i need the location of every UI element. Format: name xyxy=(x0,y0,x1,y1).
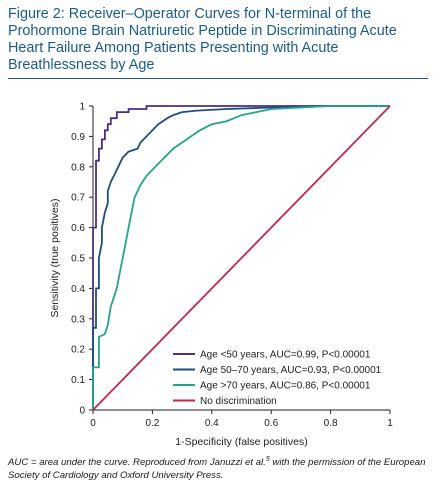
series-line-2 xyxy=(92,105,390,410)
series-line-3 xyxy=(92,105,391,411)
legend-label-1: Age 50–70 years, AUC=0.93, P<0.00001 xyxy=(200,365,382,376)
legend-label-2: Age >70 years, AUC=0.86, P<0.00001 xyxy=(200,381,371,392)
x-axis-label: 1-Specificity (false positives) xyxy=(175,436,307,448)
y-axis-label: Sensitivity (true positives) xyxy=(49,198,61,317)
y-tick-label: 0.7 xyxy=(71,193,85,204)
x-tick-label: 0.2 xyxy=(145,418,159,429)
series-line-0 xyxy=(92,105,390,410)
figure-title: Figure 2: Receiver–Operator Curves for N… xyxy=(8,6,397,73)
y-tick-label: 0 xyxy=(79,406,85,417)
legend-label-0: Age <50 years, AUC=0.99, P<0.00001 xyxy=(200,350,371,361)
axis-labels: 1-Specificity (false positives) Sensitivi… xyxy=(49,198,308,448)
y-tick-label: 0.1 xyxy=(71,375,85,386)
y-tick-label: 0.2 xyxy=(71,345,85,356)
x-tick-label: 0.4 xyxy=(205,418,219,429)
y-tick-label: 0.6 xyxy=(71,223,85,234)
caption-text-end: with the permission of the European Soci… xyxy=(8,457,426,482)
roc-chart: 0 0.1 0.2 0.3 0.4 0.5 0.6 0.7 0.8 0.9 1 0 0.2 0.4 0.6 0… xyxy=(49,102,393,449)
y-tick-label: 0.5 xyxy=(71,254,85,265)
x-tick-label: 0.6 xyxy=(264,418,278,429)
y-tick-label: 0.4 xyxy=(71,284,85,295)
x-tick-label: 0.8 xyxy=(324,418,338,429)
figure-caption: AUC = area under the curve. Reproduced f… xyxy=(8,453,428,482)
y-tick-label: 0.3 xyxy=(71,314,85,325)
series-line-1 xyxy=(92,105,390,410)
title-divider xyxy=(8,78,428,79)
x-tick-label: 0 xyxy=(90,418,96,429)
caption-reference: 5 xyxy=(265,456,270,463)
series-layer xyxy=(92,105,391,411)
y-tick-label: 0.9 xyxy=(71,132,85,143)
caption-text: AUC = area under the curve. Reproduced f… xyxy=(8,457,266,469)
y-tick-label: 1 xyxy=(79,102,85,113)
x-tick-label: 1 xyxy=(387,418,393,429)
legend-label-3: No discrimination xyxy=(200,396,277,407)
y-tick-label: 0.8 xyxy=(71,162,85,173)
legend: Age <50 years, AUC=0.99, P<0.00001 Age 50… xyxy=(173,350,382,407)
